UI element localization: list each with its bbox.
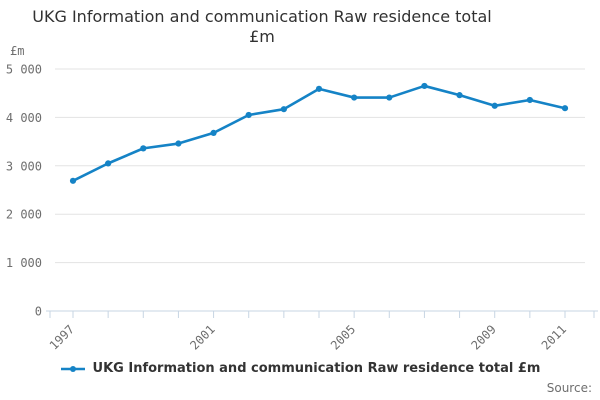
data-point — [456, 92, 463, 99]
data-point — [105, 160, 112, 167]
legend-line-marker-icon — [60, 365, 85, 372]
data-point — [245, 111, 252, 119]
y-tick-label: 0 — [35, 305, 42, 319]
y-axis-unit-label: £m — [10, 44, 25, 58]
y-tick-label: 4 000 — [6, 111, 42, 125]
data-point — [140, 145, 147, 152]
x-tick-label: 2011 — [539, 322, 569, 352]
y-tick-label: 5 000 — [6, 63, 42, 77]
data-point — [175, 140, 182, 147]
data-point — [561, 105, 569, 112]
data-point — [526, 96, 533, 104]
x-tick-label: 2001 — [187, 322, 217, 352]
chart-title: UKG Information and communication Raw re… — [0, 7, 524, 47]
y-tick-label: 1 000 — [6, 256, 42, 270]
legend-item[interactable]: UKG Information and communication Raw re… — [60, 361, 541, 376]
data-point — [69, 177, 77, 184]
chart-title-line2: £m — [249, 27, 275, 46]
series-line — [71, 84, 567, 183]
data-point — [280, 106, 287, 113]
y-tick-label: 3 000 — [6, 159, 42, 173]
data-point — [421, 82, 428, 90]
data-point — [351, 94, 358, 101]
legend-label: UKG Information and communication Raw re… — [92, 361, 541, 376]
data-point — [210, 129, 217, 136]
legend-dot — [69, 365, 76, 372]
x-tick-label: 1997 — [47, 322, 77, 352]
data-point — [315, 85, 323, 92]
y-tick-label: 2 000 — [6, 208, 42, 222]
legend: UKG Information and communication Raw re… — [0, 361, 600, 376]
source-label: Source: — [546, 381, 592, 395]
x-tick-label: 2005 — [328, 322, 358, 352]
data-point — [386, 94, 393, 101]
chart-title-line1: UKG Information and communication Raw re… — [32, 7, 492, 26]
data-point — [491, 102, 498, 109]
x-tick-label: 2009 — [468, 322, 498, 352]
